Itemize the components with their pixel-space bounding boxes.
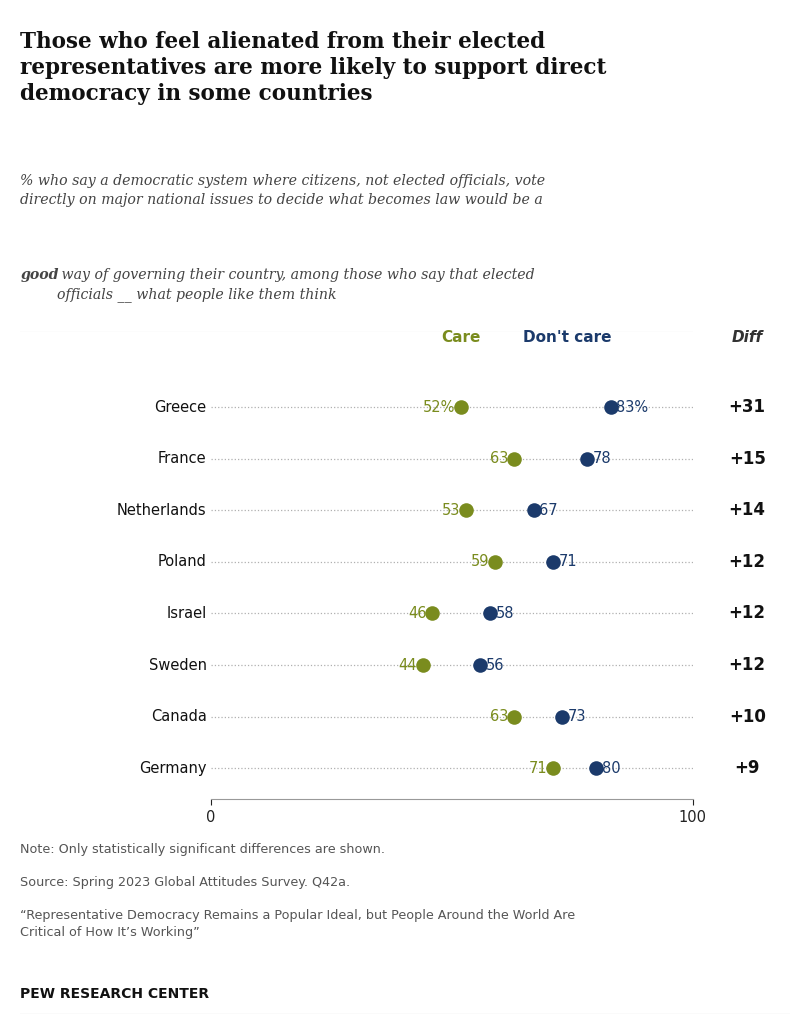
Text: 73: 73: [568, 709, 586, 725]
Point: [454, 399, 467, 415]
Point: [416, 657, 429, 673]
Text: Greece: Greece: [155, 400, 207, 415]
Text: 58: 58: [496, 606, 514, 621]
Point: [527, 502, 540, 518]
Text: Netherlands: Netherlands: [117, 503, 207, 518]
Text: good: good: [20, 268, 59, 282]
Text: PEW RESEARCH CENTER: PEW RESEARCH CENTER: [20, 987, 209, 1001]
Text: 78: 78: [592, 451, 611, 466]
Text: Care: Care: [441, 330, 481, 345]
Text: Canada: Canada: [151, 709, 207, 725]
Text: Those who feel alienated from their elected
representatives are more likely to s: Those who feel alienated from their elec…: [20, 31, 607, 105]
Point: [556, 708, 569, 725]
Text: % who say a democratic system where citizens, not elected officials, vote
direct: % who say a democratic system where citi…: [20, 174, 545, 206]
Point: [474, 657, 487, 673]
Point: [546, 760, 559, 777]
Text: 67: 67: [539, 503, 558, 518]
Point: [580, 451, 593, 467]
Text: way of governing their country, among those who say that elected
officials __ wh: way of governing their country, among th…: [57, 268, 535, 301]
Text: 83%: 83%: [616, 400, 649, 415]
Point: [508, 708, 521, 725]
Text: +12: +12: [729, 656, 765, 675]
Text: Poland: Poland: [158, 554, 207, 569]
Point: [590, 760, 603, 777]
Text: 59: 59: [471, 554, 489, 569]
Text: 44: 44: [399, 657, 417, 672]
Text: Germany: Germany: [139, 760, 207, 776]
Text: Israel: Israel: [166, 606, 207, 621]
Text: 63: 63: [490, 451, 509, 466]
Text: France: France: [158, 451, 207, 466]
Text: +15: +15: [729, 450, 765, 468]
Text: 80: 80: [602, 760, 620, 776]
Text: Note: Only statistically significant differences are shown.: Note: Only statistically significant dif…: [20, 843, 386, 856]
Text: +31: +31: [729, 398, 765, 416]
Point: [426, 605, 439, 621]
Text: Diff: Diff: [731, 330, 763, 345]
Text: Don't care: Don't care: [523, 330, 612, 345]
Point: [508, 451, 521, 467]
Text: +12: +12: [729, 553, 765, 571]
Point: [488, 554, 501, 570]
Text: +10: +10: [729, 707, 765, 726]
Text: 46: 46: [408, 606, 427, 621]
Point: [484, 605, 497, 621]
Text: +14: +14: [729, 501, 765, 519]
Point: [546, 554, 559, 570]
Text: Sweden: Sweden: [148, 657, 207, 672]
Text: 71: 71: [559, 554, 578, 569]
Point: [459, 502, 472, 518]
Text: 52%: 52%: [423, 400, 455, 415]
Text: 63: 63: [490, 709, 509, 725]
Text: 56: 56: [486, 657, 505, 672]
Point: [604, 399, 617, 415]
Text: “Representative Democracy Remains a Popular Ideal, but People Around the World A: “Representative Democracy Remains a Popu…: [20, 909, 575, 938]
Text: +12: +12: [729, 604, 765, 622]
Text: 71: 71: [528, 760, 547, 776]
Text: +9: +9: [735, 759, 760, 778]
Text: 53: 53: [442, 503, 460, 518]
Text: Source: Spring 2023 Global Attitudes Survey. Q42a.: Source: Spring 2023 Global Attitudes Sur…: [20, 876, 351, 889]
